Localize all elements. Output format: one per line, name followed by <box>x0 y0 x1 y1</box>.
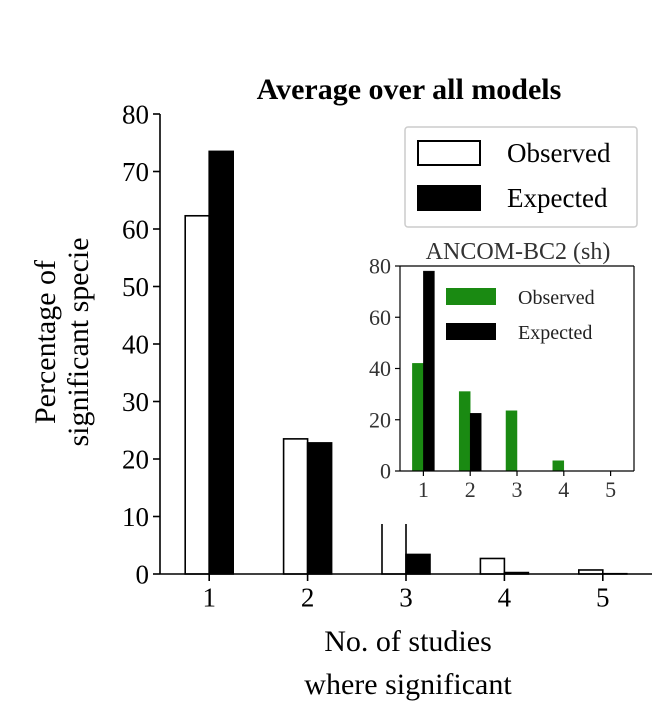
main-bar-expected-2 <box>308 443 332 574</box>
main-y-tick-label-50: 50 <box>122 272 149 302</box>
main-y-tick-label-10: 10 <box>122 502 149 532</box>
inset-x-tick-label-3: 3 <box>512 477 523 502</box>
inset-bar-observed-3 <box>506 411 517 471</box>
main-legend: Observed Expected <box>405 127 637 227</box>
inset-y-tick-label-60: 60 <box>369 305 391 330</box>
inset-x-tick-label-1: 1 <box>418 477 429 502</box>
main-bar-observed-1 <box>185 216 209 574</box>
inset-bar-observed-4 <box>553 461 564 471</box>
inset-legend-swatch-expected <box>446 323 496 340</box>
main-legend-swatch-expected <box>418 186 480 210</box>
main-x-tick-label-3: 3 <box>399 583 413 613</box>
main-bar-expected-1 <box>209 151 233 574</box>
x-axis-label-line-2: where significant <box>304 668 512 701</box>
main-y-tick-label-30: 30 <box>122 387 149 417</box>
main-bar-observed-4 <box>480 558 504 574</box>
y-axis-label-line-2: significant specie <box>62 237 95 446</box>
main-y-tick-label-60: 60 <box>122 214 149 244</box>
inset-legend-label-observed: Observed <box>518 287 595 309</box>
main-legend-label-observed: Observed <box>507 138 611 168</box>
inset-legend-label-expected: Expected <box>518 322 592 344</box>
main-bar-observed-2 <box>284 439 308 574</box>
inset-bar-expected-2 <box>470 413 481 471</box>
main-legend-swatch-observed <box>418 141 480 165</box>
inset-bar-expected-1 <box>423 271 434 471</box>
chart-title: Average over all models <box>257 73 562 106</box>
x-axis-label: No. of studies where significant <box>304 625 512 701</box>
main-y-tick-label-40: 40 <box>122 329 149 359</box>
main-x-tick-label-4: 4 <box>498 583 512 613</box>
main-x-tick-label-1: 1 <box>202 583 216 613</box>
main-y-tick-label-20: 20 <box>122 444 149 474</box>
inset-y-tick-label-20: 20 <box>369 407 391 432</box>
inset-bar-observed-1 <box>412 363 423 471</box>
inset-y-tick-label-80: 80 <box>369 254 391 279</box>
inset-y-tick-label-40: 40 <box>369 356 391 381</box>
inset-x-tick-label-2: 2 <box>465 477 476 502</box>
inset-x-tick-label-4: 4 <box>558 477 569 502</box>
x-axis-label-line-1: No. of studies <box>324 625 492 658</box>
main-x-tick-label-2: 2 <box>301 583 315 613</box>
main-legend-label-expected: Expected <box>507 183 608 213</box>
main-x-tick-label-5: 5 <box>596 583 610 613</box>
main-bar-expected-3 <box>406 554 430 574</box>
inset-legend-swatch-observed <box>446 288 496 305</box>
inset-title: ANCOM-BC2 (sh) <box>426 239 611 265</box>
main-y-tick-label-0: 0 <box>136 559 150 589</box>
y-axis-label-line-1: Percentage of <box>29 260 62 424</box>
main-y-tick-label-80: 80 <box>122 99 149 129</box>
inset-bar-observed-2 <box>459 392 470 471</box>
main-y-tick-label-70: 70 <box>122 157 149 187</box>
y-axis-label: Percentage of significant specie <box>29 237 95 446</box>
inset-y-tick-label-0: 0 <box>380 459 391 484</box>
inset-x-tick-label-5: 5 <box>605 477 616 502</box>
